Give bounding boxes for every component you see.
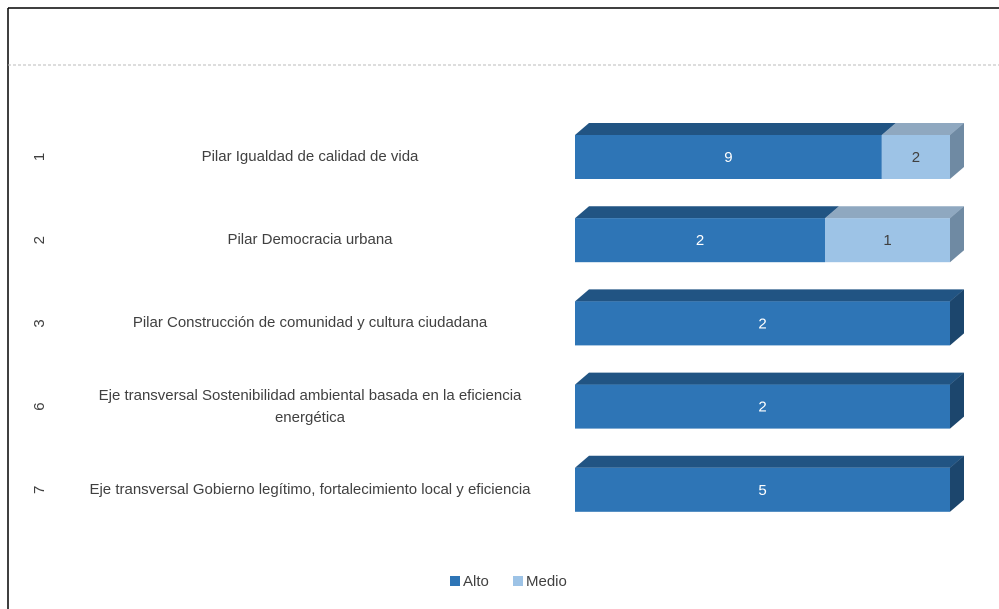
data-label: 9	[724, 149, 732, 166]
bar-top	[575, 455, 964, 468]
category-code: 2	[31, 236, 48, 244]
category-label: Eje transversal Gobierno legítimo, forta…	[89, 480, 531, 498]
data-label: 2	[912, 149, 920, 166]
bar	[825, 218, 950, 263]
category-code: 6	[31, 402, 48, 410]
bar-top	[881, 123, 964, 135]
data-label: 5	[758, 482, 766, 499]
category-label: Pilar Igualdad de calidad de vida	[201, 148, 419, 165]
category-label: Pilar Construcción de comunidad y cultur…	[132, 314, 488, 332]
data-label: 2	[758, 399, 766, 416]
bar-top	[575, 206, 839, 219]
legend-label: Medio	[526, 573, 567, 590]
bar-side	[950, 289, 964, 346]
category-label: Eje transversal Sostenibilidad ambiental…	[98, 386, 522, 426]
data-label: 1	[883, 232, 891, 249]
bar	[575, 467, 950, 512]
bar	[575, 301, 950, 346]
category-code: 7	[31, 486, 48, 494]
data-label: 2	[758, 315, 766, 332]
category-label: Pilar Democracia urbana	[227, 231, 393, 249]
bar	[575, 218, 825, 263]
bar-top	[575, 372, 964, 385]
bar-top	[575, 289, 964, 302]
data-label: 2	[696, 232, 704, 249]
bar-side	[950, 455, 964, 512]
bar-side	[950, 206, 964, 263]
bar	[575, 384, 950, 429]
bar	[881, 135, 950, 179]
category-code: 1	[31, 153, 48, 161]
legend-swatch	[513, 576, 523, 586]
bar-side	[950, 372, 964, 429]
bar-top	[825, 206, 964, 219]
bar-top	[575, 123, 896, 135]
category-code: 3	[31, 319, 48, 327]
legend-label: Alto	[463, 573, 489, 590]
bar-side	[950, 123, 964, 179]
legend-swatch	[450, 576, 460, 586]
bar	[575, 135, 882, 179]
